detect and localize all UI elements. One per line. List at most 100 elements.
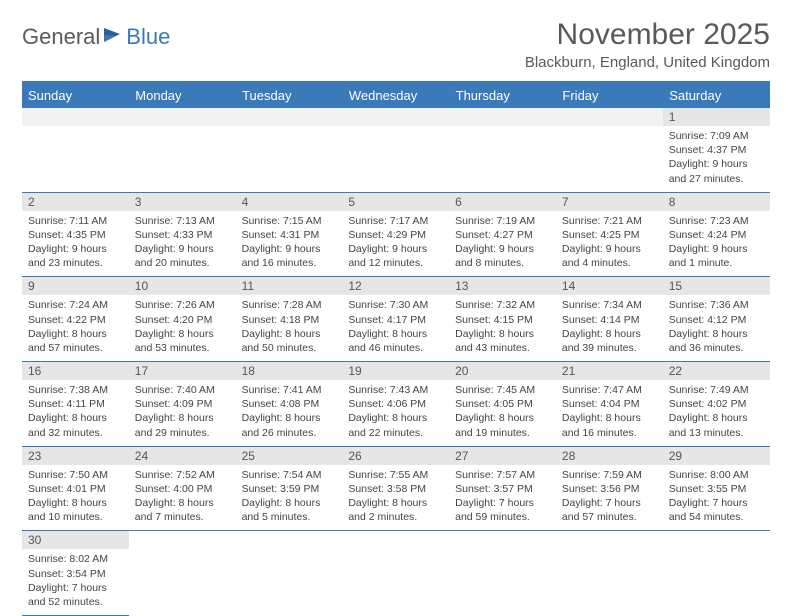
calendar-day-cell <box>129 531 236 616</box>
day-number <box>129 108 236 126</box>
day-number: 20 <box>449 362 556 380</box>
day-number: 26 <box>342 447 449 465</box>
calendar-week-row: 2Sunrise: 7:11 AMSunset: 4:35 PMDaylight… <box>22 192 770 277</box>
day-detail-line: Sunset: 4:22 PM <box>28 313 123 327</box>
day-detail-line: Sunrise: 7:15 AM <box>242 214 337 228</box>
day-detail-line: Daylight: 9 hours and 4 minutes. <box>562 242 657 270</box>
day-detail-line: Daylight: 8 hours and 36 minutes. <box>669 327 764 355</box>
page-header: General Blue November 2025 Blackburn, En… <box>22 18 770 71</box>
calendar-day-cell <box>556 108 663 192</box>
day-detail-line: Sunrise: 7:36 AM <box>669 298 764 312</box>
day-detail-line: Daylight: 8 hours and 22 minutes. <box>348 411 443 439</box>
day-detail-line: Sunrise: 7:54 AM <box>242 468 337 482</box>
day-detail-line: Sunset: 4:06 PM <box>348 397 443 411</box>
day-detail-line: Sunset: 3:57 PM <box>455 482 550 496</box>
day-header: Wednesday <box>342 82 449 108</box>
day-number: 22 <box>663 362 770 380</box>
day-number: 11 <box>236 277 343 295</box>
day-detail-line: Sunset: 4:27 PM <box>455 228 550 242</box>
day-detail-line: Daylight: 9 hours and 8 minutes. <box>455 242 550 270</box>
day-number: 9 <box>22 277 129 295</box>
day-number: 4 <box>236 193 343 211</box>
day-detail-line: Sunrise: 8:02 AM <box>28 552 123 566</box>
calendar-day-cell <box>129 108 236 192</box>
day-detail-line: Daylight: 8 hours and 5 minutes. <box>242 496 337 524</box>
day-detail-line: Sunrise: 7:41 AM <box>242 383 337 397</box>
day-number: 3 <box>129 193 236 211</box>
day-detail-line: Sunset: 4:01 PM <box>28 482 123 496</box>
day-detail-line: Sunset: 3:58 PM <box>348 482 443 496</box>
logo-flag-icon <box>102 24 124 50</box>
calendar-day-cell <box>342 108 449 192</box>
day-detail-line: Sunset: 4:02 PM <box>669 397 764 411</box>
day-details: Sunrise: 7:21 AMSunset: 4:25 PMDaylight:… <box>556 211 663 277</box>
calendar-day-cell: 16Sunrise: 7:38 AMSunset: 4:11 PMDayligh… <box>22 362 129 447</box>
day-detail-line: Sunrise: 7:24 AM <box>28 298 123 312</box>
day-detail-line: Daylight: 8 hours and 57 minutes. <box>28 327 123 355</box>
day-header-row: Sunday Monday Tuesday Wednesday Thursday… <box>22 82 770 108</box>
day-details: Sunrise: 7:15 AMSunset: 4:31 PMDaylight:… <box>236 211 343 277</box>
day-detail-line: Daylight: 9 hours and 20 minutes. <box>135 242 230 270</box>
day-detail-line: Sunset: 4:11 PM <box>28 397 123 411</box>
day-detail-line: Daylight: 7 hours and 57 minutes. <box>562 496 657 524</box>
day-detail-line: Daylight: 8 hours and 39 minutes. <box>562 327 657 355</box>
day-number: 15 <box>663 277 770 295</box>
day-detail-line: Sunrise: 7:13 AM <box>135 214 230 228</box>
calendar-day-cell <box>449 531 556 616</box>
day-header: Friday <box>556 82 663 108</box>
day-details: Sunrise: 7:30 AMSunset: 4:17 PMDaylight:… <box>342 295 449 361</box>
day-detail-line: Daylight: 8 hours and 10 minutes. <box>28 496 123 524</box>
day-details: Sunrise: 7:47 AMSunset: 4:04 PMDaylight:… <box>556 380 663 446</box>
calendar-day-cell: 22Sunrise: 7:49 AMSunset: 4:02 PMDayligh… <box>663 362 770 447</box>
calendar-week-row: 16Sunrise: 7:38 AMSunset: 4:11 PMDayligh… <box>22 362 770 447</box>
day-detail-line: Sunset: 4:24 PM <box>669 228 764 242</box>
calendar-day-cell: 18Sunrise: 7:41 AMSunset: 4:08 PMDayligh… <box>236 362 343 447</box>
day-number <box>236 108 343 126</box>
day-detail-line: Sunrise: 7:52 AM <box>135 468 230 482</box>
day-number <box>22 108 129 126</box>
day-detail-line: Daylight: 9 hours and 27 minutes. <box>669 157 764 185</box>
day-number <box>129 531 236 549</box>
calendar-day-cell: 6Sunrise: 7:19 AMSunset: 4:27 PMDaylight… <box>449 192 556 277</box>
calendar-day-cell: 7Sunrise: 7:21 AMSunset: 4:25 PMDaylight… <box>556 192 663 277</box>
day-detail-line: Sunrise: 7:57 AM <box>455 468 550 482</box>
calendar-day-cell: 25Sunrise: 7:54 AMSunset: 3:59 PMDayligh… <box>236 446 343 531</box>
calendar-table: Sunday Monday Tuesday Wednesday Thursday… <box>22 81 770 616</box>
day-detail-line: Sunset: 4:29 PM <box>348 228 443 242</box>
day-detail-line: Sunset: 4:15 PM <box>455 313 550 327</box>
day-details: Sunrise: 7:54 AMSunset: 3:59 PMDaylight:… <box>236 465 343 531</box>
day-details <box>236 549 343 558</box>
day-number: 5 <box>342 193 449 211</box>
day-details: Sunrise: 7:57 AMSunset: 3:57 PMDaylight:… <box>449 465 556 531</box>
day-details: Sunrise: 7:38 AMSunset: 4:11 PMDaylight:… <box>22 380 129 446</box>
day-detail-line: Sunset: 4:09 PM <box>135 397 230 411</box>
day-detail-line: Daylight: 7 hours and 54 minutes. <box>669 496 764 524</box>
day-detail-line: Sunset: 4:08 PM <box>242 397 337 411</box>
day-detail-line: Sunrise: 7:11 AM <box>28 214 123 228</box>
day-header: Sunday <box>22 82 129 108</box>
day-detail-line: Daylight: 8 hours and 43 minutes. <box>455 327 550 355</box>
day-detail-line: Sunset: 3:59 PM <box>242 482 337 496</box>
day-details <box>129 549 236 558</box>
calendar-day-cell: 12Sunrise: 7:30 AMSunset: 4:17 PMDayligh… <box>342 277 449 362</box>
day-detail-line: Daylight: 9 hours and 23 minutes. <box>28 242 123 270</box>
day-details <box>449 126 556 135</box>
calendar-day-cell: 9 Sunrise: 7:24 AMSunset: 4:22 PMDaylight… <box>22 277 129 362</box>
day-detail-line: Sunrise: 7:59 AM <box>562 468 657 482</box>
calendar-day-cell: 1Sunrise: 7:09 AMSunset: 4:37 PMDaylight… <box>663 108 770 192</box>
calendar-day-cell: 11Sunrise: 7:28 AMSunset: 4:18 PMDayligh… <box>236 277 343 362</box>
day-detail-line: Sunrise: 7:23 AM <box>669 214 764 228</box>
day-detail-line: Daylight: 8 hours and 32 minutes. <box>28 411 123 439</box>
day-details: Sunrise: 8:00 AMSunset: 3:55 PMDaylight:… <box>663 465 770 531</box>
day-number: 29 <box>663 447 770 465</box>
calendar-day-cell: 8Sunrise: 7:23 AMSunset: 4:24 PMDaylight… <box>663 192 770 277</box>
calendar-day-cell: 14Sunrise: 7:34 AMSunset: 4:14 PMDayligh… <box>556 277 663 362</box>
day-details: Sunrise: 7:09 AMSunset: 4:37 PMDaylight:… <box>663 126 770 192</box>
day-detail-line: Sunrise: 7:19 AM <box>455 214 550 228</box>
day-number: 21 <box>556 362 663 380</box>
day-details: Sunrise: 7:34 AMSunset: 4:14 PMDaylight:… <box>556 295 663 361</box>
page-title: November 2025 <box>525 18 770 52</box>
day-details: Sunrise: 7:59 AMSunset: 3:56 PMDaylight:… <box>556 465 663 531</box>
calendar-day-cell: 19Sunrise: 7:43 AMSunset: 4:06 PMDayligh… <box>342 362 449 447</box>
day-detail-line: Sunrise: 7:47 AM <box>562 383 657 397</box>
